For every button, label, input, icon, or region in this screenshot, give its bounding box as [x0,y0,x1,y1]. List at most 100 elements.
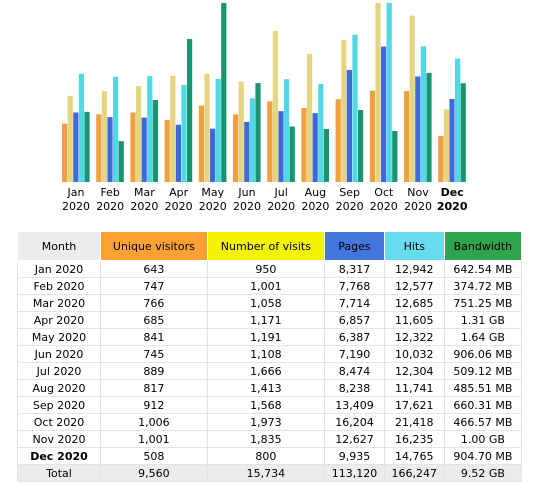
value-cell: 1,835 [206,430,326,448]
bar [289,126,295,182]
bar [404,91,410,182]
bar [113,76,119,182]
month-cell: Mar 2020 [17,294,101,312]
month-cell: Sep 2020 [17,396,101,414]
bar [136,86,142,182]
value-cell: 13,409 [324,396,385,414]
bar [164,119,170,182]
value-cell: 10,032 [383,345,445,363]
row: Feb 2020 747 1,001 7,768 12,577 374.72 MB [17,277,523,295]
bar [341,39,347,183]
bar [438,135,444,182]
x-tick-label: Nov 2020 [404,186,432,213]
month-cell: May 2020 [17,328,101,346]
month-cell: Dec 2020 [17,447,101,465]
row: Jul 2020 889 1,666 8,474 12,304 509.12 MB [17,362,523,380]
value-cell: 745 [100,345,208,363]
bar [369,90,375,182]
bar [101,91,107,182]
bar [96,114,102,182]
bar [118,141,124,182]
bar [375,3,381,182]
value-cell: 912 [100,396,208,414]
bar [244,121,250,182]
x-tick-label: Jul 2020 [267,186,296,213]
bar [346,69,352,182]
bar [130,112,136,182]
value-cell: 1,568 [206,396,326,414]
row: Apr 2020 685 1,171 6,857 11,605 1.31 GB [17,311,523,329]
bar [198,105,204,182]
month-cell: Aug 2020 [17,379,101,397]
bar [107,117,113,182]
bar [152,100,158,182]
row: Jan 2020 643 950 8,317 12,942 642.54 MB [17,260,523,278]
bar [175,124,181,182]
row: Oct 2020 1,006 1,973 16,204 21,418 466.57 MB [17,413,523,431]
header-cell: Bandwidth [443,231,523,261]
bar [84,111,90,182]
value-cell: 643 [100,260,208,278]
total-cell: 9.52 GB [443,464,523,482]
value-cell: 906.06 MB [443,345,523,363]
value-cell: 16,235 [383,430,445,448]
bar [460,83,466,182]
value-cell: 7,768 [324,277,385,295]
x-tick-label: Mar 2020 [130,186,159,213]
header-cell: Number of visits [206,231,326,261]
row: Aug 2020 817 1,413 8,238 11,741 485.51 MB [17,379,523,397]
row: Jun 2020 745 1,108 7,190 10,032 906.06 MB [17,345,523,363]
bar [187,39,193,182]
row: Dec 2020 508 800 9,935 14,765 904.70 MB [17,447,523,465]
value-cell: 485.51 MB [443,379,523,397]
bar [62,123,68,182]
bar [443,109,449,182]
value-cell: 21,418 [383,413,445,431]
value-cell: 8,317 [324,260,385,278]
row: Mar 2020 766 1,058 7,714 12,685 751.25 MB [17,294,523,312]
row: Nov 2020 1,001 1,835 12,627 16,235 1.00 GB [17,430,523,448]
value-cell: 1,006 [100,413,208,431]
value-cell: 12,577 [383,277,445,295]
bar [449,98,455,182]
value-cell: 7,714 [324,294,385,312]
value-cell: 8,474 [324,362,385,380]
value-cell: 466.57 MB [443,413,523,431]
header-row: Month Unique visitors Number of visits Page… [17,231,523,261]
month-cell: Oct 2020 [17,413,101,431]
row: May 2020 841 1,191 6,387 12,322 1.64 GB [17,328,523,346]
month-cell: Apr 2020 [17,311,101,329]
value-cell: 12,322 [383,328,445,346]
stats-table: Month Unique visitors Number of visits Page… [17,231,523,482]
value-cell: 1,973 [206,413,326,431]
x-tick-label: Sep 2020 [335,186,364,213]
value-cell: 1,108 [206,345,326,363]
value-cell: 6,387 [324,328,385,346]
month-cell: Jan 2020 [17,260,101,278]
value-cell: 14,765 [383,447,445,465]
value-cell: 11,605 [383,311,445,329]
bar [233,114,239,182]
chart [62,3,466,183]
bar [204,73,210,182]
bar [386,3,392,182]
x-tick-label: Oct 2020 [369,186,398,213]
header-cell: Hits [383,231,445,261]
bar [255,83,261,182]
total-label: Total [17,464,101,482]
bar [381,46,387,183]
total-cell: 15,734 [206,464,326,482]
value-cell: 1,171 [206,311,326,329]
value-cell: 12,942 [383,260,445,278]
value-cell: 660.31 MB [443,396,523,414]
bar [409,15,415,183]
total-row: Total 9,560 15,734 113,120 166,247 9.52 GB [17,464,523,482]
x-tick-label: Dec 2020 [436,186,468,213]
value-cell: 817 [100,379,208,397]
bar [141,117,147,182]
value-cell: 8,238 [324,379,385,397]
bar [170,75,176,182]
bar [426,72,432,182]
bar [272,30,278,182]
